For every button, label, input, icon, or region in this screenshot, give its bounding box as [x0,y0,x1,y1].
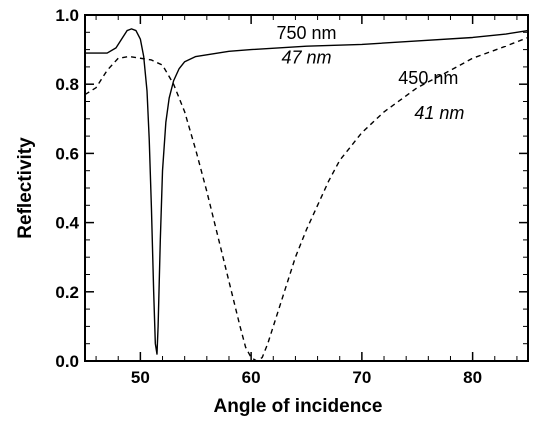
annotation-label: 750 nm [276,23,336,43]
x-axis-title: Angle of incidence [214,396,383,417]
x-tick-label: 60 [242,368,261,387]
y-tick-label: 0.0 [55,352,79,371]
y-tick-label: 1.0 [55,6,79,25]
x-tick-label: 50 [131,368,150,387]
annotation-label: 450 nm [398,68,458,88]
series-group [85,29,528,361]
y-tick-label: 0.8 [55,75,79,94]
x-tick-label: 70 [352,368,371,387]
y-tick-label: 0.6 [55,144,79,163]
y-tick-label: 0.2 [55,283,79,302]
x-tick-label: 80 [463,368,482,387]
series-line-solid [85,29,528,354]
annotation-label: 41 nm [414,103,464,123]
y-tick-label: 0.4 [55,214,79,233]
annotation-label: 47 nm [281,47,331,67]
annotations-group: 750 nm 47 nm 450 nm 41 nm [276,23,464,123]
y-axis-title: Reflectivity [15,137,36,239]
